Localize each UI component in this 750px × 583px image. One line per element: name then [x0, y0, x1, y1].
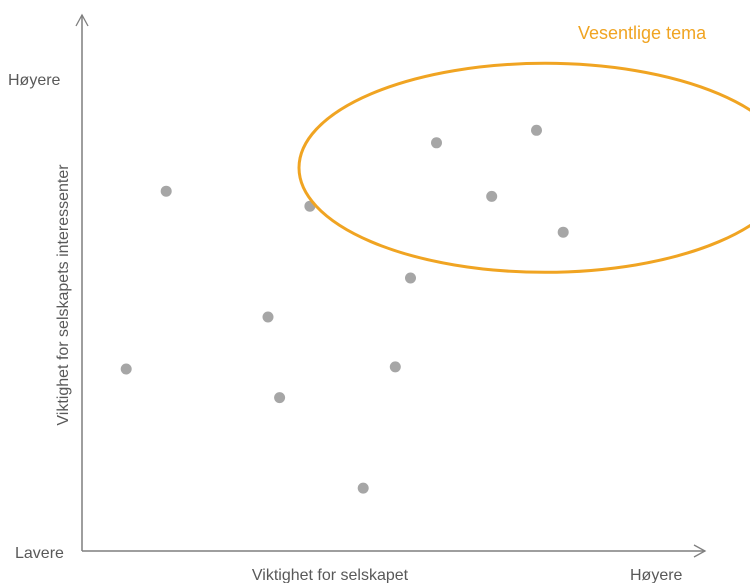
x-axis-title: Viktighet for selskapet	[252, 567, 409, 583]
data-point	[274, 392, 286, 404]
data-point	[486, 190, 498, 202]
data-point	[160, 185, 172, 197]
data-point	[357, 482, 369, 494]
highlight-ellipse	[297, 61, 750, 274]
y-axis-title: Viktighet for selskapets interessenter	[55, 164, 72, 426]
x-axis-high-label: Høyere	[630, 567, 683, 583]
data-point	[431, 137, 442, 149]
data-point	[405, 272, 416, 284]
data-point	[531, 124, 542, 136]
data-point	[120, 363, 132, 375]
data-points	[120, 124, 569, 494]
data-point	[262, 311, 274, 323]
data-point	[389, 361, 401, 373]
data-point	[557, 226, 569, 238]
highlight-label: Vesentlige tema	[578, 23, 707, 43]
x-axis-low-label: Lavere	[15, 545, 64, 562]
y-axis-high-label: Høyere	[8, 72, 61, 89]
